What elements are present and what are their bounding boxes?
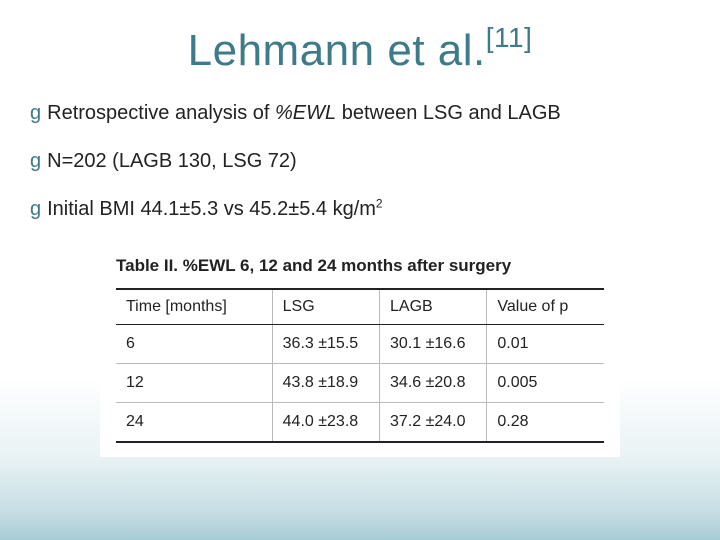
bullet-marker-icon: g — [30, 100, 41, 126]
table-row: 12 43.8 ±18.9 34.6 ±20.8 0.005 — [116, 363, 604, 402]
cell: 0.28 — [487, 402, 604, 442]
title-text: Lehmann et al. — [188, 26, 486, 75]
table-header-row: Time [months] LSG LAGB Value of p — [116, 289, 604, 325]
bullet-marker-icon: g — [30, 196, 41, 222]
bullet-marker-icon: g — [30, 148, 41, 174]
col-header: LSG — [272, 289, 379, 325]
bullet-text: Initial BMI 44.1±5.3 vs 45.2±5.4 kg/m2 — [47, 196, 382, 222]
title-wrap: Lehmann et al.[11] — [0, 0, 720, 76]
bullet-item: g Retrospective analysis of %EWL between… — [30, 100, 690, 126]
cell: 0.01 — [487, 324, 604, 363]
table-row: 24 44.0 ±23.8 37.2 ±24.0 0.28 — [116, 402, 604, 442]
bullet-pre: Initial BMI 44.1±5.3 vs 45.2±5.4 kg/m — [47, 198, 376, 220]
col-header: Value of p — [487, 289, 604, 325]
cell: 37.2 ±24.0 — [380, 402, 487, 442]
data-table: Time [months] LSG LAGB Value of p 6 36.3… — [116, 288, 604, 443]
bullet-text: N=202 (LAGB 130, LSG 72) — [47, 148, 297, 174]
page-title: Lehmann et al.[11] — [188, 26, 533, 75]
title-citation: [11] — [486, 22, 533, 53]
cell: 36.3 ±15.5 — [272, 324, 379, 363]
slide: Lehmann et al.[11] g Retrospective analy… — [0, 0, 720, 540]
table-title: Table II. %EWL 6, 12 and 24 months after… — [116, 256, 604, 276]
bullet-pre: Retrospective analysis of — [47, 102, 275, 124]
cell: 30.1 ±16.6 — [380, 324, 487, 363]
cell: 24 — [116, 402, 272, 442]
cell: 34.6 ±20.8 — [380, 363, 487, 402]
col-header: LAGB — [380, 289, 487, 325]
cell: 6 — [116, 324, 272, 363]
bullet-em: %EWL — [275, 102, 336, 124]
col-header: Time [months] — [116, 289, 272, 325]
cell: 12 — [116, 363, 272, 402]
cell: 44.0 ±23.8 — [272, 402, 379, 442]
bullet-pre: N=202 (LAGB 130, LSG 72) — [47, 150, 297, 172]
cell: 0.005 — [487, 363, 604, 402]
bullet-text: Retrospective analysis of %EWL between L… — [47, 100, 561, 126]
table-row: 6 36.3 ±15.5 30.1 ±16.6 0.01 — [116, 324, 604, 363]
cell: 43.8 ±18.9 — [272, 363, 379, 402]
table-container: Table II. %EWL 6, 12 and 24 months after… — [100, 244, 620, 457]
bullet-list: g Retrospective analysis of %EWL between… — [0, 100, 720, 222]
bullet-item: g Initial BMI 44.1±5.3 vs 45.2±5.4 kg/m2 — [30, 196, 690, 222]
bullet-post: between LSG and LAGB — [336, 102, 561, 124]
bullet-sup: 2 — [376, 196, 383, 210]
bullet-item: g N=202 (LAGB 130, LSG 72) — [30, 148, 690, 174]
